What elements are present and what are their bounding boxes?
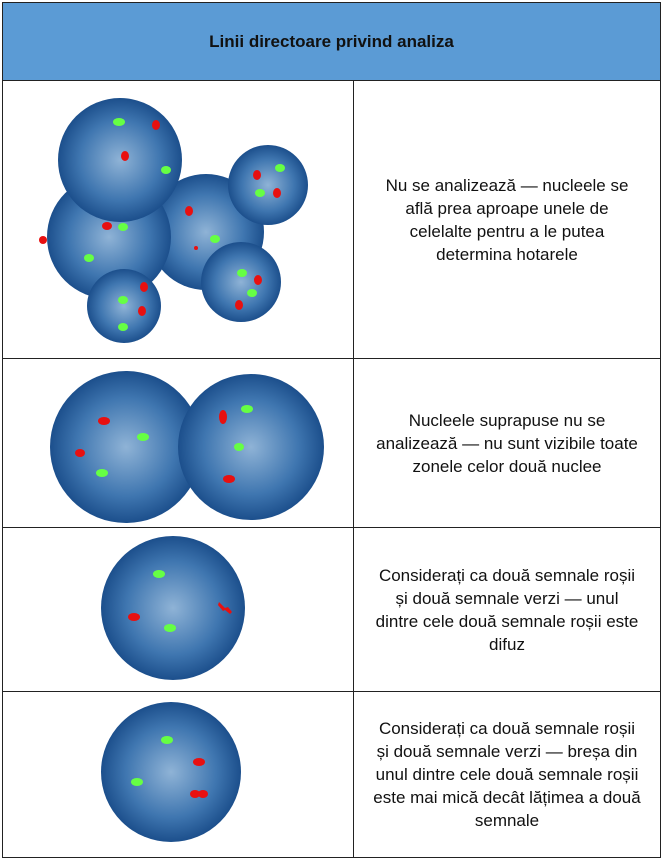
guideline-text: Considerați ca două semnale roșii și dou… <box>373 719 641 830</box>
illustration <box>3 81 354 358</box>
illustration <box>3 359 354 527</box>
table-row: Nu se analizează — nucleele se află prea… <box>3 81 660 359</box>
illustration <box>3 528 354 691</box>
overlapping-nuclei <box>50 371 324 523</box>
diffuse-signal-nucleus <box>101 536 245 680</box>
split-signal-nucleus <box>101 702 241 842</box>
guideline-text: Nu se analizează — nucleele se află prea… <box>385 175 629 264</box>
table-row: Considerați ca două semnale roșii și dou… <box>3 692 660 857</box>
guideline-text: Nucleele suprapuse nu se analizează — nu… <box>376 410 638 476</box>
table-header: Linii directoare privind analiza <box>3 3 660 81</box>
table-row: Considerați ca două semnale roșii și dou… <box>3 528 660 692</box>
table-row: Nucleele suprapuse nu se analizează — nu… <box>3 359 660 528</box>
illustration <box>3 692 354 857</box>
guideline-text: Considerați ca două semnale roșii și dou… <box>375 565 639 654</box>
nuclei-cluster <box>39 98 308 343</box>
